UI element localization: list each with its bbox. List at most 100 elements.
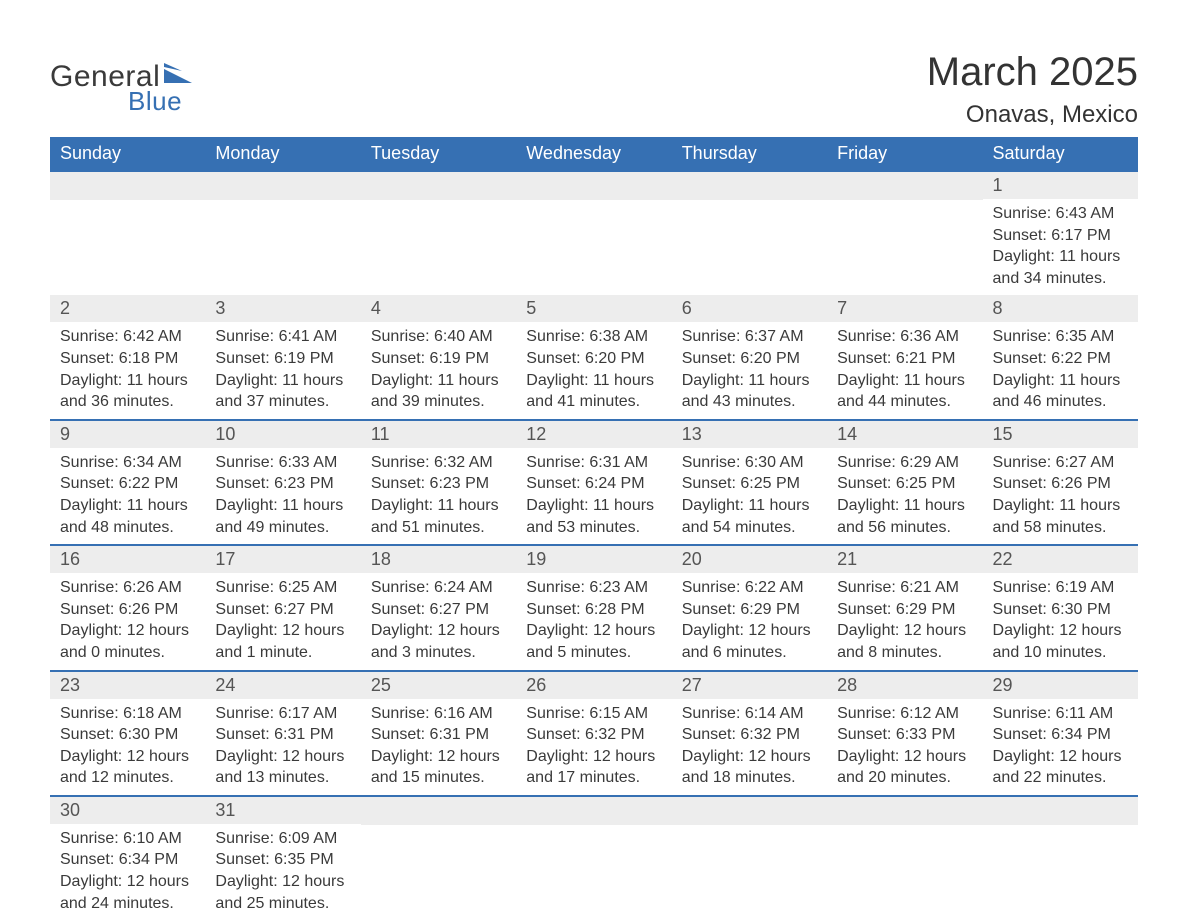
day-number — [672, 797, 827, 825]
calendar-day-cell: 24Sunrise: 6:17 AMSunset: 6:31 PMDayligh… — [205, 671, 360, 796]
day-number: 12 — [516, 421, 671, 448]
day-number — [827, 797, 982, 825]
calendar-day-cell: 30Sunrise: 6:10 AMSunset: 6:34 PMDayligh… — [50, 796, 205, 920]
day-number: 16 — [50, 546, 205, 573]
sunset-line: Sunset: 6:19 PM — [371, 348, 506, 370]
day-details — [516, 825, 671, 835]
day-details: Sunrise: 6:30 AMSunset: 6:25 PMDaylight:… — [672, 448, 827, 544]
sunset-line: Sunset: 6:23 PM — [371, 473, 506, 495]
sunrise-line: Sunrise: 6:17 AM — [215, 703, 350, 725]
day-details: Sunrise: 6:23 AMSunset: 6:28 PMDaylight:… — [516, 573, 671, 669]
sunrise-line: Sunrise: 6:09 AM — [215, 828, 350, 850]
day-number: 29 — [983, 672, 1138, 699]
calendar-day-cell: 12Sunrise: 6:31 AMSunset: 6:24 PMDayligh… — [516, 420, 671, 545]
daylight-line: Daylight: 12 hours and 1 minute. — [215, 620, 350, 663]
daylight-line: Daylight: 12 hours and 18 minutes. — [682, 746, 817, 789]
weekday-header: Thursday — [672, 137, 827, 171]
day-details — [361, 825, 516, 835]
day-number: 9 — [50, 421, 205, 448]
day-details: Sunrise: 6:27 AMSunset: 6:26 PMDaylight:… — [983, 448, 1138, 544]
day-details: Sunrise: 6:14 AMSunset: 6:32 PMDaylight:… — [672, 699, 827, 795]
weekday-header: Wednesday — [516, 137, 671, 171]
sunset-line: Sunset: 6:24 PM — [526, 473, 661, 495]
day-details: Sunrise: 6:36 AMSunset: 6:21 PMDaylight:… — [827, 322, 982, 418]
daylight-line: Daylight: 12 hours and 24 minutes. — [60, 871, 195, 914]
day-number: 3 — [205, 295, 360, 322]
sunset-line: Sunset: 6:34 PM — [60, 849, 195, 871]
sunset-line: Sunset: 6:32 PM — [526, 724, 661, 746]
sunrise-line: Sunrise: 6:26 AM — [60, 577, 195, 599]
daylight-line: Daylight: 12 hours and 12 minutes. — [60, 746, 195, 789]
day-number: 14 — [827, 421, 982, 448]
sunrise-line: Sunrise: 6:38 AM — [526, 326, 661, 348]
day-number: 31 — [205, 797, 360, 824]
day-number — [827, 172, 982, 200]
calendar-week-row: 9Sunrise: 6:34 AMSunset: 6:22 PMDaylight… — [50, 420, 1138, 545]
calendar-day-cell: 3Sunrise: 6:41 AMSunset: 6:19 PMDaylight… — [205, 295, 360, 419]
sunrise-line: Sunrise: 6:29 AM — [837, 452, 972, 474]
day-details: Sunrise: 6:17 AMSunset: 6:31 PMDaylight:… — [205, 699, 360, 795]
daylight-line: Daylight: 11 hours and 54 minutes. — [682, 495, 817, 538]
weekday-header: Sunday — [50, 137, 205, 171]
day-details: Sunrise: 6:42 AMSunset: 6:18 PMDaylight:… — [50, 322, 205, 418]
sunrise-line: Sunrise: 6:33 AM — [215, 452, 350, 474]
calendar-day-cell — [361, 171, 516, 295]
day-number: 4 — [361, 295, 516, 322]
day-number: 17 — [205, 546, 360, 573]
day-details — [827, 200, 982, 210]
calendar-day-cell: 15Sunrise: 6:27 AMSunset: 6:26 PMDayligh… — [983, 420, 1138, 545]
day-number — [516, 797, 671, 825]
calendar-day-cell: 19Sunrise: 6:23 AMSunset: 6:28 PMDayligh… — [516, 545, 671, 670]
calendar-day-cell — [672, 171, 827, 295]
sunset-line: Sunset: 6:29 PM — [682, 599, 817, 621]
day-details: Sunrise: 6:43 AMSunset: 6:17 PMDaylight:… — [983, 199, 1138, 295]
header: General Blue March 2025 Onavas, Mexico — [50, 50, 1138, 129]
day-number: 7 — [827, 295, 982, 322]
sunrise-line: Sunrise: 6:40 AM — [371, 326, 506, 348]
daylight-line: Daylight: 12 hours and 6 minutes. — [682, 620, 817, 663]
day-details: Sunrise: 6:38 AMSunset: 6:20 PMDaylight:… — [516, 322, 671, 418]
day-details: Sunrise: 6:25 AMSunset: 6:27 PMDaylight:… — [205, 573, 360, 669]
title-block: March 2025 Onavas, Mexico — [927, 50, 1138, 129]
sunset-line: Sunset: 6:25 PM — [837, 473, 972, 495]
sunset-line: Sunset: 6:32 PM — [682, 724, 817, 746]
calendar-grid: Sunday Monday Tuesday Wednesday Thursday… — [50, 137, 1138, 920]
sunset-line: Sunset: 6:17 PM — [993, 225, 1128, 247]
calendar-day-cell — [516, 796, 671, 920]
sunrise-line: Sunrise: 6:15 AM — [526, 703, 661, 725]
calendar-day-cell — [827, 796, 982, 920]
sunrise-line: Sunrise: 6:25 AM — [215, 577, 350, 599]
calendar-day-cell — [361, 796, 516, 920]
brand-logo: General Blue — [50, 60, 192, 117]
day-details: Sunrise: 6:22 AMSunset: 6:29 PMDaylight:… — [672, 573, 827, 669]
calendar-day-cell: 2Sunrise: 6:42 AMSunset: 6:18 PMDaylight… — [50, 295, 205, 419]
day-number: 5 — [516, 295, 671, 322]
day-number: 1 — [983, 172, 1138, 199]
sunset-line: Sunset: 6:21 PM — [837, 348, 972, 370]
daylight-line: Daylight: 11 hours and 51 minutes. — [371, 495, 506, 538]
daylight-line: Daylight: 12 hours and 0 minutes. — [60, 620, 195, 663]
sunset-line: Sunset: 6:27 PM — [371, 599, 506, 621]
sunset-line: Sunset: 6:31 PM — [371, 724, 506, 746]
daylight-line: Daylight: 12 hours and 17 minutes. — [526, 746, 661, 789]
calendar-day-cell: 7Sunrise: 6:36 AMSunset: 6:21 PMDaylight… — [827, 295, 982, 419]
day-details: Sunrise: 6:12 AMSunset: 6:33 PMDaylight:… — [827, 699, 982, 795]
day-number: 18 — [361, 546, 516, 573]
calendar-day-cell: 26Sunrise: 6:15 AMSunset: 6:32 PMDayligh… — [516, 671, 671, 796]
day-number: 28 — [827, 672, 982, 699]
sunrise-line: Sunrise: 6:41 AM — [215, 326, 350, 348]
calendar-week-row: 1Sunrise: 6:43 AMSunset: 6:17 PMDaylight… — [50, 171, 1138, 295]
sunrise-line: Sunrise: 6:32 AM — [371, 452, 506, 474]
daylight-line: Daylight: 12 hours and 13 minutes. — [215, 746, 350, 789]
day-number: 20 — [672, 546, 827, 573]
day-details: Sunrise: 6:35 AMSunset: 6:22 PMDaylight:… — [983, 322, 1138, 418]
sunset-line: Sunset: 6:26 PM — [60, 599, 195, 621]
sunrise-line: Sunrise: 6:21 AM — [837, 577, 972, 599]
daylight-line: Daylight: 11 hours and 49 minutes. — [215, 495, 350, 538]
sunset-line: Sunset: 6:31 PM — [215, 724, 350, 746]
day-number — [50, 172, 205, 200]
day-number: 24 — [205, 672, 360, 699]
daylight-line: Daylight: 11 hours and 56 minutes. — [837, 495, 972, 538]
day-number — [205, 172, 360, 200]
calendar-day-cell: 25Sunrise: 6:16 AMSunset: 6:31 PMDayligh… — [361, 671, 516, 796]
